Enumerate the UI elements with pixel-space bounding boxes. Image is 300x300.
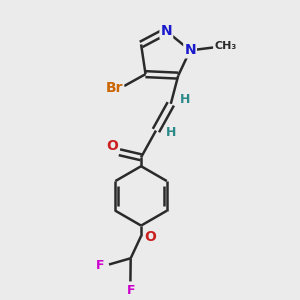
Text: N: N (184, 44, 196, 57)
Text: CH₃: CH₃ (214, 41, 236, 51)
Text: H: H (166, 126, 176, 139)
Text: O: O (106, 139, 118, 153)
Text: F: F (96, 259, 104, 272)
Text: H: H (180, 93, 190, 106)
Text: N: N (160, 24, 172, 38)
Text: O: O (145, 230, 157, 244)
Text: F: F (126, 284, 135, 297)
Text: Br: Br (106, 80, 123, 94)
